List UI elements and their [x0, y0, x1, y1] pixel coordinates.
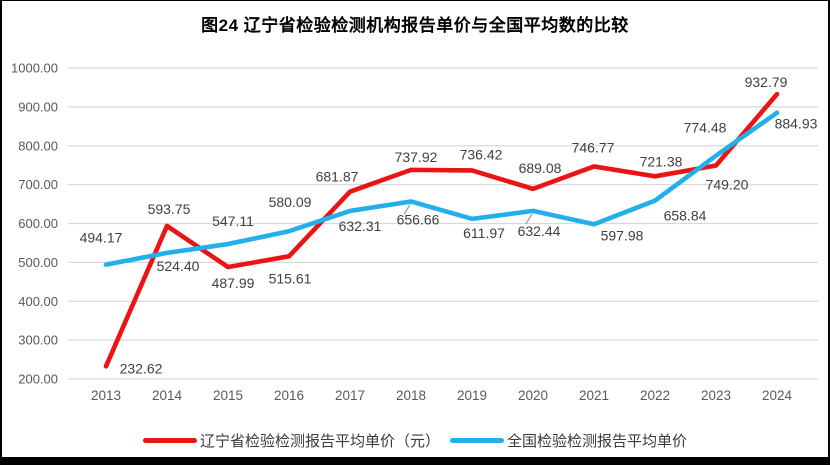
data-label: 656.66 — [397, 211, 440, 227]
data-label: 774.48 — [684, 120, 727, 136]
legend-item-national: 全国检验检测报告平均单价 — [450, 430, 687, 451]
legend-label-national: 全国检验检测报告平均单价 — [507, 433, 688, 450]
y-axis-tick-label: 500.00 — [18, 255, 58, 270]
y-axis-tick-label: 1000.00 — [11, 61, 58, 76]
legend-swatch-national-icon — [450, 438, 504, 443]
data-label: 737.92 — [395, 149, 438, 165]
cell-border-right — [828, 0, 830, 465]
data-label: 749.20 — [706, 176, 749, 192]
data-label: 580.09 — [269, 194, 312, 210]
data-label: 632.31 — [339, 218, 382, 234]
cell-border-bottom — [0, 457, 830, 465]
x-axis-tick-label: 2015 — [213, 388, 243, 403]
legend-label-liaoning: 辽宁省检验检测报告平均单价（元） — [199, 433, 440, 450]
legend-swatch-liaoning-icon — [142, 438, 197, 443]
data-label: 932.79 — [745, 74, 788, 90]
data-label: 524.40 — [157, 258, 200, 274]
data-label: 681.87 — [316, 169, 359, 185]
data-label: 746.77 — [572, 139, 615, 155]
data-label: 689.08 — [519, 160, 562, 176]
x-axis-tick-label: 2021 — [579, 388, 609, 403]
x-axis-tick-label: 2018 — [396, 388, 426, 403]
data-label: 547.11 — [212, 213, 254, 229]
data-label: 611.97 — [463, 225, 505, 241]
legend-item-liaoning: 辽宁省检验检测报告平均单价（元） — [142, 430, 440, 451]
data-label: 884.93 — [775, 116, 818, 132]
chart-legend: 辽宁省检验检测报告平均单价（元） 全国检验检测报告平均单价 — [0, 430, 830, 451]
y-axis-tick-label: 900.00 — [18, 99, 58, 114]
x-axis-tick-label: 2017 — [335, 388, 365, 403]
x-axis-tick-label: 2013 — [91, 388, 121, 403]
x-axis-tick-label: 2014 — [152, 388, 183, 403]
data-label: 494.17 — [80, 230, 123, 246]
series-line-national — [103, 110, 780, 267]
series-line-liaoning — [103, 91, 780, 369]
cell-border-left — [0, 0, 2, 465]
x-axis-tick-label: 2016 — [274, 388, 304, 403]
chart-title: 图24 辽宁省检验检测机构报告单价与全国平均数的比较 — [201, 16, 629, 35]
x-axis-tick-label: 2024 — [762, 388, 793, 403]
data-label: 736.42 — [460, 146, 503, 162]
data-label-leader-line — [525, 213, 533, 225]
x-axis-tick-label: 2020 — [518, 388, 548, 403]
y-axis-tick-label: 200.00 — [18, 372, 58, 387]
y-axis-tick-label: 300.00 — [18, 333, 58, 348]
data-label: 232.62 — [120, 360, 163, 376]
x-axis-tick-label: 2023 — [701, 388, 731, 403]
y-axis-tick-label: 600.00 — [18, 216, 58, 231]
x-axis-tick-label: 2022 — [640, 388, 670, 403]
data-label: 597.98 — [601, 227, 644, 243]
y-axis-tick-label: 800.00 — [18, 138, 58, 153]
y-axis-tick-label: 700.00 — [18, 177, 58, 192]
x-axis-tick-label: 2019 — [457, 388, 487, 403]
y-axis-tick-label: 400.00 — [18, 294, 58, 309]
data-label: 632.44 — [518, 223, 561, 239]
cell-border-top — [0, 0, 830, 1]
data-label: 721.38 — [640, 153, 683, 169]
data-label: 487.99 — [212, 275, 255, 291]
data-label: 515.61 — [269, 270, 312, 286]
data-label: 658.84 — [664, 208, 707, 224]
data-label-leader-line — [403, 204, 411, 215]
data-label: 593.75 — [148, 201, 191, 217]
